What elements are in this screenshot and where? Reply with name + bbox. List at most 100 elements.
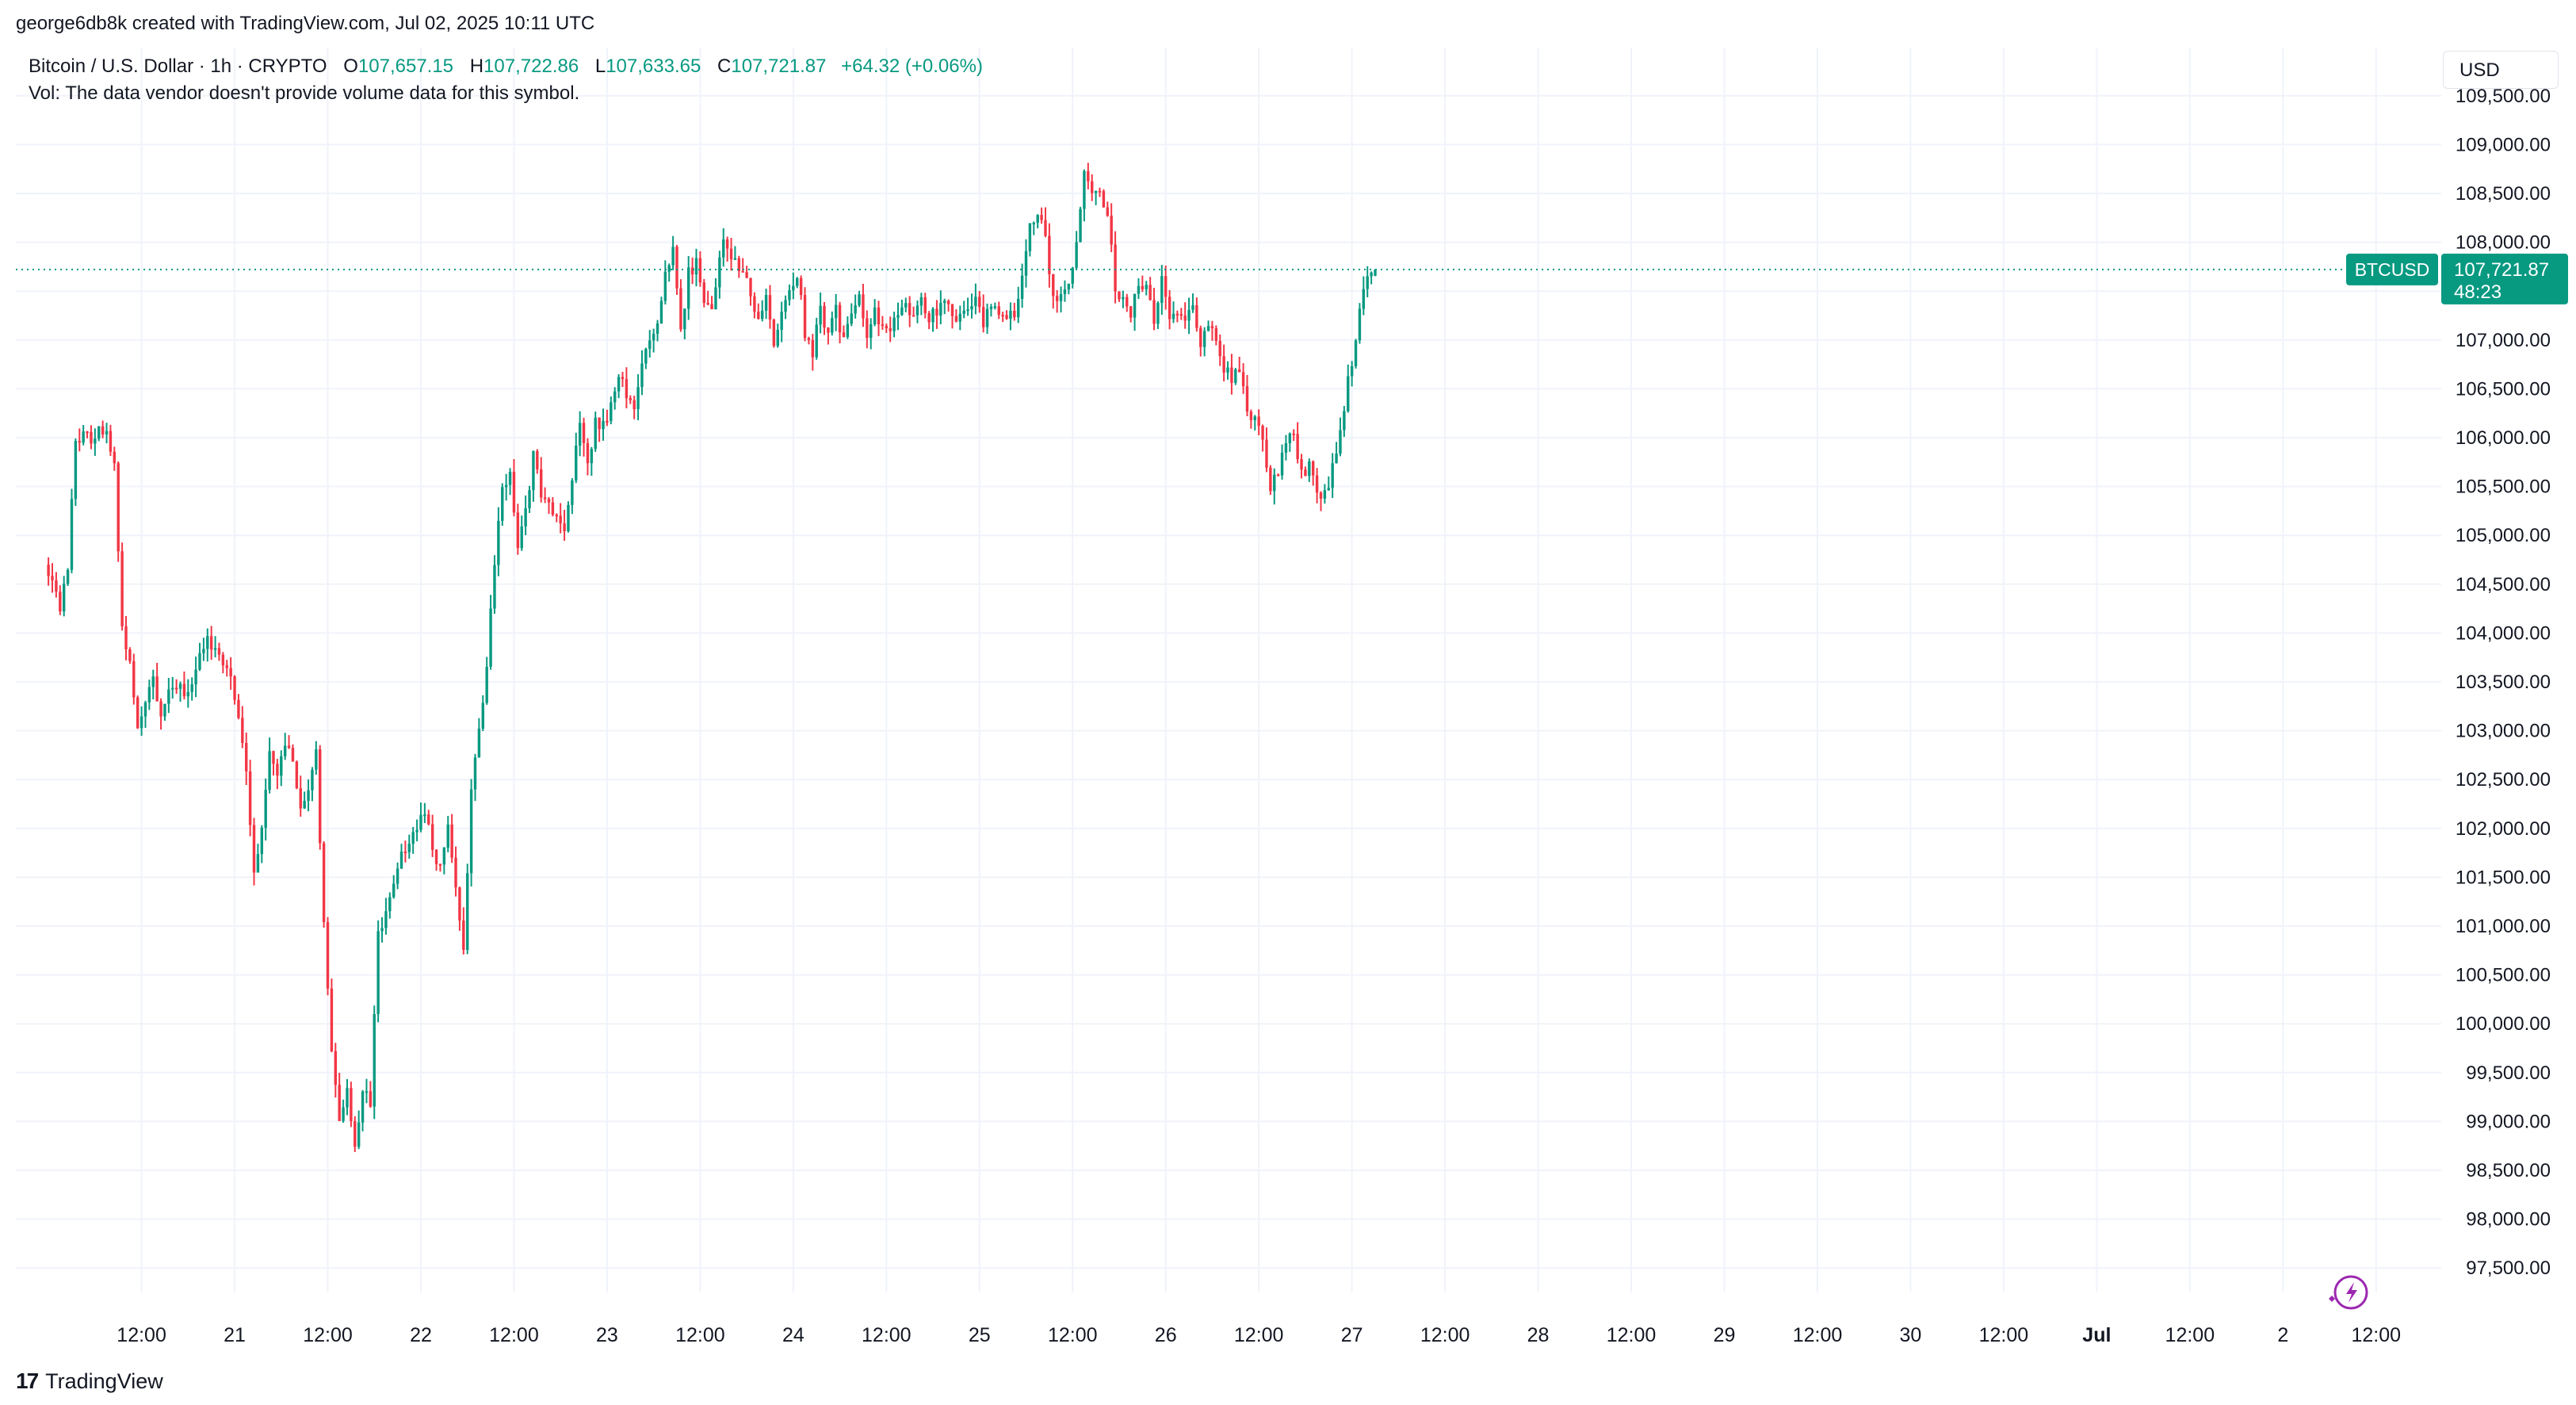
candle bbox=[489, 595, 492, 670]
candle bbox=[350, 1082, 353, 1127]
candle bbox=[241, 706, 244, 748]
candle-body bbox=[1102, 191, 1106, 208]
candle-body bbox=[1245, 386, 1249, 412]
candle-body bbox=[1269, 467, 1272, 492]
candle-body bbox=[213, 648, 217, 650]
candle bbox=[427, 810, 430, 826]
candle-body bbox=[1048, 235, 1051, 274]
candle bbox=[1020, 263, 1024, 308]
candle-body bbox=[1195, 305, 1198, 328]
candle bbox=[919, 293, 923, 316]
candle bbox=[365, 1078, 369, 1104]
candle-body bbox=[1148, 285, 1152, 301]
candle bbox=[276, 759, 279, 790]
candle-body bbox=[94, 438, 97, 444]
currency-selector[interactable]: USD bbox=[2443, 51, 2559, 89]
candle bbox=[1156, 301, 1160, 329]
candle-body bbox=[159, 701, 162, 717]
candle bbox=[1183, 302, 1187, 329]
candle-body bbox=[1292, 433, 1295, 435]
candle-body bbox=[283, 745, 287, 756]
candle bbox=[993, 302, 997, 310]
candle bbox=[912, 306, 915, 317]
y-tick-label: 107,000.00 bbox=[2456, 330, 2551, 351]
x-tick-label: 25 bbox=[969, 1324, 991, 1346]
candle bbox=[772, 318, 776, 348]
candle-body bbox=[842, 332, 846, 338]
candle-body bbox=[504, 484, 508, 488]
candle bbox=[458, 886, 461, 931]
candle-body bbox=[1276, 474, 1280, 477]
candle bbox=[62, 576, 66, 617]
candle-body bbox=[1237, 369, 1241, 373]
candle-body bbox=[1331, 463, 1334, 488]
candle-body bbox=[974, 297, 977, 307]
candle bbox=[1114, 231, 1117, 304]
x-tick-label: 22 bbox=[410, 1324, 432, 1346]
candle-body bbox=[178, 683, 182, 689]
candle-body bbox=[1339, 430, 1342, 454]
candle bbox=[915, 300, 919, 323]
candle bbox=[1214, 325, 1218, 346]
candle bbox=[1218, 334, 1221, 366]
tradingview-brand[interactable]: 17 TradingView bbox=[16, 1369, 163, 1394]
candle bbox=[434, 848, 438, 871]
candle-body bbox=[858, 294, 861, 305]
candle-body bbox=[1370, 272, 1373, 277]
candle-body bbox=[1191, 305, 1194, 310]
candle bbox=[970, 293, 973, 319]
candle-body bbox=[516, 512, 520, 549]
candle-body bbox=[1020, 275, 1024, 299]
candle-body bbox=[512, 472, 516, 513]
candle bbox=[528, 485, 531, 513]
candle-body bbox=[287, 745, 291, 748]
candle-body bbox=[384, 911, 388, 928]
symbol-name[interactable]: Bitcoin / U.S. Dollar · 1h · CRYPTO bbox=[29, 56, 327, 77]
candle-body bbox=[326, 921, 330, 989]
candle-body bbox=[311, 769, 314, 791]
candle bbox=[1245, 374, 1249, 416]
candle-body bbox=[346, 1088, 349, 1108]
candle bbox=[629, 395, 632, 404]
time-axis[interactable]: 12:00 21 12:00 22 12:00 23 12:00 24 12:00 25 12:00… bbox=[117, 1324, 2401, 1346]
y-tick-label: 101,000.00 bbox=[2456, 916, 2551, 937]
candle-body bbox=[1114, 244, 1117, 292]
high-value: 107,722.86 bbox=[483, 56, 579, 77]
x-tick-label: 24 bbox=[782, 1324, 805, 1346]
candle-body bbox=[446, 824, 449, 848]
candle bbox=[217, 642, 221, 661]
candle bbox=[900, 299, 904, 316]
candle-body bbox=[481, 702, 485, 729]
candle bbox=[866, 310, 869, 349]
candle-body bbox=[935, 308, 938, 316]
candle bbox=[101, 420, 105, 438]
candle bbox=[186, 679, 190, 708]
candle-body bbox=[943, 301, 946, 303]
candle-body bbox=[892, 317, 896, 331]
candle-body bbox=[1347, 376, 1350, 412]
price-tag-bg bbox=[2441, 253, 2568, 304]
candle bbox=[718, 251, 721, 299]
candle-body bbox=[307, 790, 310, 802]
candle-body bbox=[1199, 327, 1202, 347]
candle-body bbox=[698, 258, 702, 283]
candle-body bbox=[403, 852, 407, 854]
candle-body bbox=[784, 300, 787, 312]
flash-icon[interactable] bbox=[2329, 1275, 2368, 1310]
candle-body bbox=[151, 676, 155, 687]
candle bbox=[151, 669, 155, 700]
candle-body bbox=[1343, 411, 1346, 431]
candle bbox=[617, 373, 621, 399]
candle bbox=[504, 473, 508, 501]
y-tick-label: 106,000.00 bbox=[2456, 427, 2551, 449]
candle-body bbox=[66, 569, 70, 584]
x-tick-label: 26 bbox=[1155, 1324, 1177, 1346]
candle-body bbox=[248, 771, 252, 825]
price-axis[interactable]: 97,500.00 98,000.00 98,500.00 99,000.00 99,5… bbox=[2456, 86, 2551, 1279]
candle bbox=[334, 1043, 338, 1098]
candle-body bbox=[753, 296, 756, 312]
ticker-tag-label: BTCUSD bbox=[2355, 259, 2430, 280]
candle-body bbox=[334, 1051, 338, 1085]
candle-body bbox=[1168, 297, 1171, 320]
